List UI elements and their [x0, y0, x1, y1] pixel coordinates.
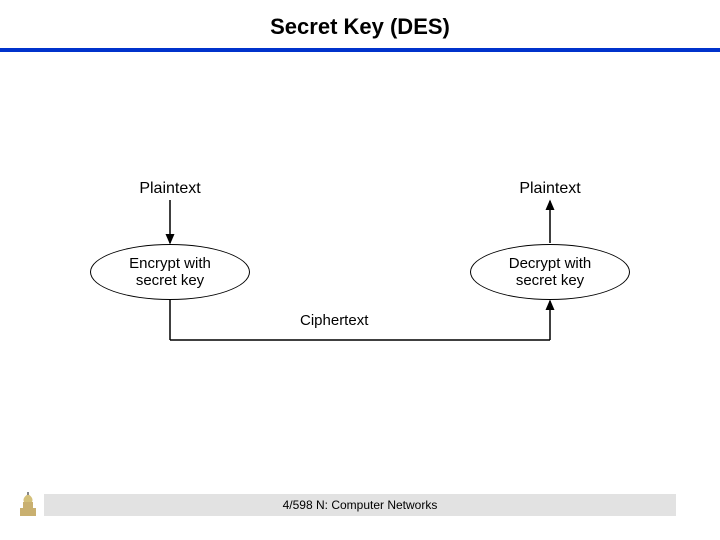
encrypt-line2: secret key — [136, 272, 204, 289]
encrypt-node-text: Encrypt with secret key — [129, 255, 211, 290]
decrypt-node-text: Decrypt with secret key — [509, 255, 592, 290]
decrypt-line1: Decrypt with — [509, 255, 592, 272]
ciphertext-label: Ciphertext — [300, 312, 368, 329]
encrypt-line1: Encrypt with — [129, 255, 211, 272]
footer-text: 4/598 N: Computer Networks — [283, 498, 438, 512]
decrypt-line2: secret key — [516, 272, 584, 289]
decrypt-node: Decrypt with secret key — [470, 244, 630, 300]
plaintext-left-label: Plaintext — [110, 180, 230, 198]
encrypt-node: Encrypt with secret key — [90, 244, 250, 300]
capitol-icon — [14, 490, 42, 518]
footer-bar: 4/598 N: Computer Networks — [44, 494, 676, 516]
plaintext-right-label: Plaintext — [490, 180, 610, 198]
